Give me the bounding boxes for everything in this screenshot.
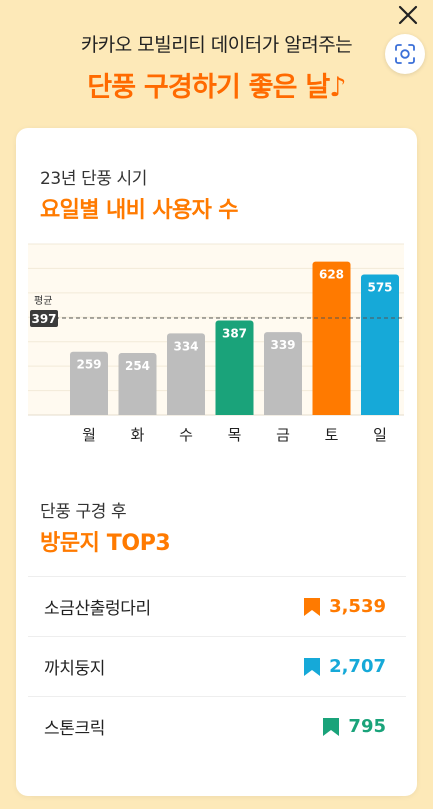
- x-tick-label: 화: [131, 426, 145, 444]
- bar: [167, 333, 205, 415]
- x-tick-label: 수: [179, 426, 193, 444]
- top3-count: 3,539: [329, 596, 386, 617]
- bar: [361, 274, 399, 415]
- average-badge: [30, 310, 58, 328]
- section1-title: 23년 단풍 시기: [40, 169, 148, 189]
- top3-row[interactable]: 스톤크릭 795: [28, 696, 406, 756]
- bar-value-label: 334: [173, 339, 198, 353]
- bar: [70, 351, 108, 415]
- average-value: 397: [31, 312, 56, 326]
- top3-value: 795: [322, 716, 386, 737]
- close-button[interactable]: [397, 4, 419, 26]
- header-title: 단풍 구경하기 좋은 날♪: [87, 72, 346, 103]
- bar-value-label: 339: [270, 338, 295, 352]
- section2-subtitle: 방문지 TOP3: [40, 531, 171, 556]
- top3-place-name: 까치둥지: [44, 659, 105, 679]
- scan-button[interactable]: [385, 34, 425, 74]
- bar-value-label: 254: [125, 359, 150, 373]
- top3-value: 2,707: [303, 656, 386, 677]
- x-tick-label: 일: [373, 426, 387, 444]
- top3-count: 2,707: [329, 656, 386, 677]
- top3-place-name: 스톤크릭: [44, 719, 105, 739]
- top3-count: 795: [348, 716, 386, 737]
- header-subtitle: 카카오 모빌리티 데이터가 알려주는: [80, 34, 353, 56]
- close-icon: [398, 5, 418, 25]
- section1-subtitle: 요일별 내비 사용자 수: [40, 198, 239, 223]
- bar: [118, 352, 157, 415]
- bar-value-label: 259: [76, 358, 101, 372]
- bar-value-label: 628: [319, 268, 344, 282]
- top3-value: 3,539: [303, 596, 386, 617]
- bar-value-label: 387: [222, 326, 247, 340]
- x-tick-label: 토: [325, 426, 339, 444]
- top3-row[interactable]: 소금산출렁다리 3,539: [28, 576, 406, 636]
- content-card: 23년 단풍 시기 요일별 내비 사용자 수 259 월 254 화 334 수 387 목 3…: [16, 128, 417, 796]
- bookmark-icon: [304, 597, 321, 616]
- x-tick-label: 월: [82, 426, 96, 444]
- bar: [215, 320, 254, 415]
- weekday-chart: 259 월 254 화 334 수 387 목 339 금 628 토 575 일 397 평균: [28, 240, 406, 450]
- header: 카카오 모빌리티 데이터가 알려주는 단풍 구경하기 좋은 날♪: [0, 30, 433, 104]
- section2-title: 단풍 구경 후: [40, 502, 127, 522]
- x-tick-label: 목: [228, 426, 242, 444]
- top3-row[interactable]: 까치둥지 2,707: [28, 636, 406, 696]
- average-label: 평균: [34, 295, 52, 307]
- bar-value-label: 575: [367, 281, 392, 295]
- weekday-chart-svg: 259 월 254 화 334 수 387 목 339 금 628 토 575 일 397 평균: [28, 243, 404, 444]
- bookmark-icon: [323, 717, 340, 736]
- top3-place-name: 소금산출렁다리: [44, 599, 151, 619]
- bar: [264, 332, 302, 415]
- top3-list: 소금산출렁다리 3,539 까치둥지 2,707 스톤크릭 795: [28, 576, 406, 756]
- bar: [312, 261, 351, 415]
- bookmark-icon: [304, 657, 321, 676]
- x-tick-label: 금: [276, 426, 290, 444]
- scan-icon: [395, 44, 415, 64]
